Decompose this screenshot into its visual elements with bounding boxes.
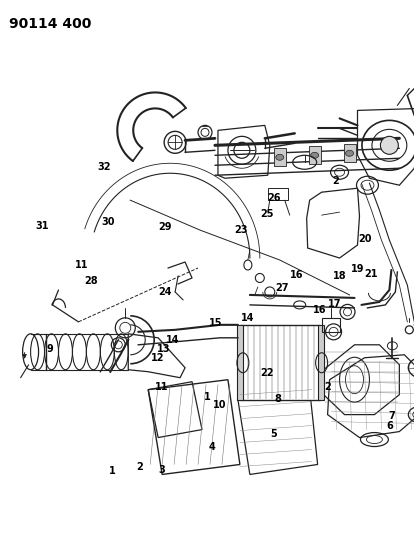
Ellipse shape — [311, 152, 319, 158]
Bar — [237, 325, 243, 400]
Bar — [274, 148, 286, 166]
Text: 20: 20 — [358, 234, 371, 244]
Text: 9: 9 — [47, 344, 54, 354]
Text: 13: 13 — [157, 344, 171, 354]
Text: 17: 17 — [328, 298, 342, 309]
Bar — [322, 318, 339, 332]
Text: 31: 31 — [35, 221, 49, 231]
Text: 11: 11 — [155, 382, 169, 392]
Text: 23: 23 — [234, 225, 247, 236]
Text: 4: 4 — [208, 442, 215, 452]
Bar — [268, 188, 288, 200]
Text: 1: 1 — [109, 466, 116, 476]
Text: 21: 21 — [364, 270, 378, 279]
Text: 2: 2 — [332, 176, 339, 187]
Text: 90114 400: 90114 400 — [9, 17, 91, 31]
Text: 8: 8 — [274, 394, 281, 405]
Text: 15: 15 — [209, 318, 222, 328]
Ellipse shape — [414, 361, 415, 374]
Text: 12: 12 — [151, 353, 165, 363]
Text: 7: 7 — [388, 411, 395, 422]
Text: 19: 19 — [351, 264, 364, 274]
Text: 28: 28 — [84, 276, 98, 286]
Ellipse shape — [276, 154, 284, 160]
Text: 6: 6 — [386, 421, 393, 431]
Ellipse shape — [381, 136, 398, 154]
Text: 2: 2 — [136, 463, 143, 472]
Text: 10: 10 — [213, 400, 227, 410]
Text: 27: 27 — [275, 283, 289, 293]
Text: 30: 30 — [102, 217, 115, 228]
Text: 2: 2 — [324, 382, 331, 392]
Bar — [317, 325, 324, 400]
Text: 14: 14 — [166, 335, 179, 345]
Bar — [344, 144, 356, 162]
Bar — [240, 325, 320, 400]
Text: 3: 3 — [159, 465, 166, 474]
Text: 24: 24 — [159, 287, 172, 297]
Text: 16: 16 — [290, 270, 303, 280]
Ellipse shape — [346, 150, 354, 156]
Text: 26: 26 — [267, 193, 281, 204]
Text: 5: 5 — [270, 429, 277, 439]
Text: 25: 25 — [261, 209, 274, 220]
Text: 29: 29 — [159, 222, 172, 232]
Text: 32: 32 — [98, 161, 111, 172]
Text: 22: 22 — [261, 368, 274, 378]
Text: 18: 18 — [333, 271, 347, 281]
Text: 16: 16 — [313, 305, 327, 315]
Text: 11: 11 — [75, 261, 88, 270]
Bar — [309, 147, 321, 164]
Text: 14: 14 — [241, 312, 255, 322]
Text: 1: 1 — [204, 392, 211, 402]
